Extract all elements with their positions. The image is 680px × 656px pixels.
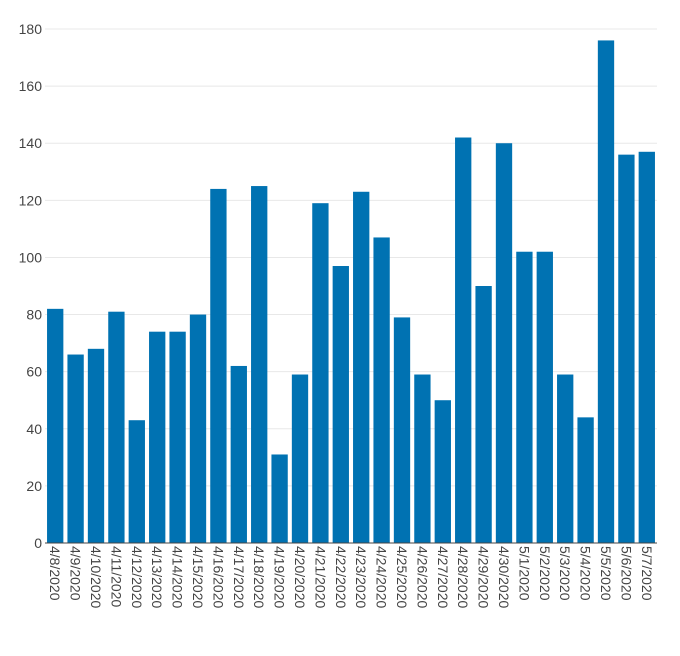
x-tick-label: 5/6/2020 <box>618 546 634 601</box>
x-tick-label: 4/25/2020 <box>394 546 410 608</box>
gridlines <box>45 28 657 487</box>
bar <box>597 40 615 544</box>
bar <box>577 417 594 543</box>
bar <box>128 420 145 543</box>
bar <box>353 191 370 543</box>
x-tick-label: 4/22/2020 <box>333 546 349 608</box>
x-tick-label: 4/27/2020 <box>435 546 451 608</box>
x-tick-label: 5/3/2020 <box>557 546 573 601</box>
bar <box>638 151 655 544</box>
x-tick-label: 4/11/2020 <box>108 546 124 607</box>
bars <box>47 40 655 544</box>
bar <box>475 286 492 543</box>
bar <box>495 143 513 543</box>
x-tick-label: 4/16/2020 <box>210 546 226 608</box>
x-tick-label: 4/14/2020 <box>170 546 186 608</box>
x-tick-label: 5/2/2020 <box>537 546 553 601</box>
x-tick-label: 4/19/2020 <box>272 546 288 608</box>
y-axis-ticks: 0 20 40 60 80 100 120 140 160 180 <box>19 21 43 551</box>
x-axis-ticks: 4/8/2020 4/9/2020 4/10/2020 4/11/2020 4/12/2… <box>47 546 655 608</box>
y-tick-label: 100 <box>19 249 43 265</box>
y-tick-label: 160 <box>19 78 43 94</box>
y-tick-label: 140 <box>19 135 43 151</box>
x-tick-label: 4/23/2020 <box>353 546 369 608</box>
x-tick-label: 5/1/2020 <box>516 546 532 601</box>
bar <box>87 348 105 543</box>
bar <box>67 354 84 543</box>
x-tick-label: 4/18/2020 <box>251 546 267 608</box>
x-tick-label: 4/8/2020 <box>47 546 63 601</box>
bar <box>618 154 635 543</box>
y-tick-label: 0 <box>34 535 42 551</box>
bar <box>312 203 329 543</box>
x-tick-label: 4/29/2020 <box>476 546 492 608</box>
x-tick-label: 4/28/2020 <box>455 546 471 608</box>
bar <box>251 186 268 544</box>
bar <box>108 311 125 543</box>
x-tick-label: 5/7/2020 <box>639 546 655 601</box>
y-tick-label: 60 <box>26 364 42 380</box>
x-tick-label: 4/9/2020 <box>68 546 84 601</box>
bar <box>393 317 411 543</box>
x-tick-label: 4/15/2020 <box>190 546 206 608</box>
y-tick-label: 20 <box>26 478 42 494</box>
bar <box>373 237 390 543</box>
y-tick-label: 40 <box>26 421 42 437</box>
bar <box>434 400 451 543</box>
x-tick-label: 4/30/2020 <box>496 546 512 608</box>
bar <box>271 454 288 543</box>
x-tick-label: 5/5/2020 <box>598 546 614 601</box>
x-tick-label: 4/26/2020 <box>414 546 430 608</box>
bar <box>332 266 349 543</box>
y-tick-label: 120 <box>19 192 43 208</box>
bar <box>189 314 207 543</box>
bar <box>47 308 64 543</box>
y-tick-label: 180 <box>19 21 43 37</box>
x-tick-label: 5/4/2020 <box>578 546 594 601</box>
bar <box>291 374 309 543</box>
x-tick-label: 4/13/2020 <box>149 546 165 608</box>
x-tick-label: 4/20/2020 <box>292 546 308 608</box>
x-tick-label: 4/17/2020 <box>231 546 247 608</box>
bar <box>536 251 553 543</box>
bar <box>230 365 247 543</box>
bar <box>455 137 472 543</box>
bar <box>414 374 431 543</box>
x-tick-label: 4/10/2020 <box>88 546 104 608</box>
bar <box>169 331 186 543</box>
bar <box>516 251 533 543</box>
bar <box>557 374 574 543</box>
x-tick-label: 4/24/2020 <box>374 546 390 608</box>
x-tick-label: 4/12/2020 <box>129 546 145 608</box>
y-tick-label: 80 <box>26 307 42 323</box>
bar <box>210 188 227 543</box>
bar <box>149 331 166 543</box>
x-tick-label: 4/21/2020 <box>312 546 328 608</box>
